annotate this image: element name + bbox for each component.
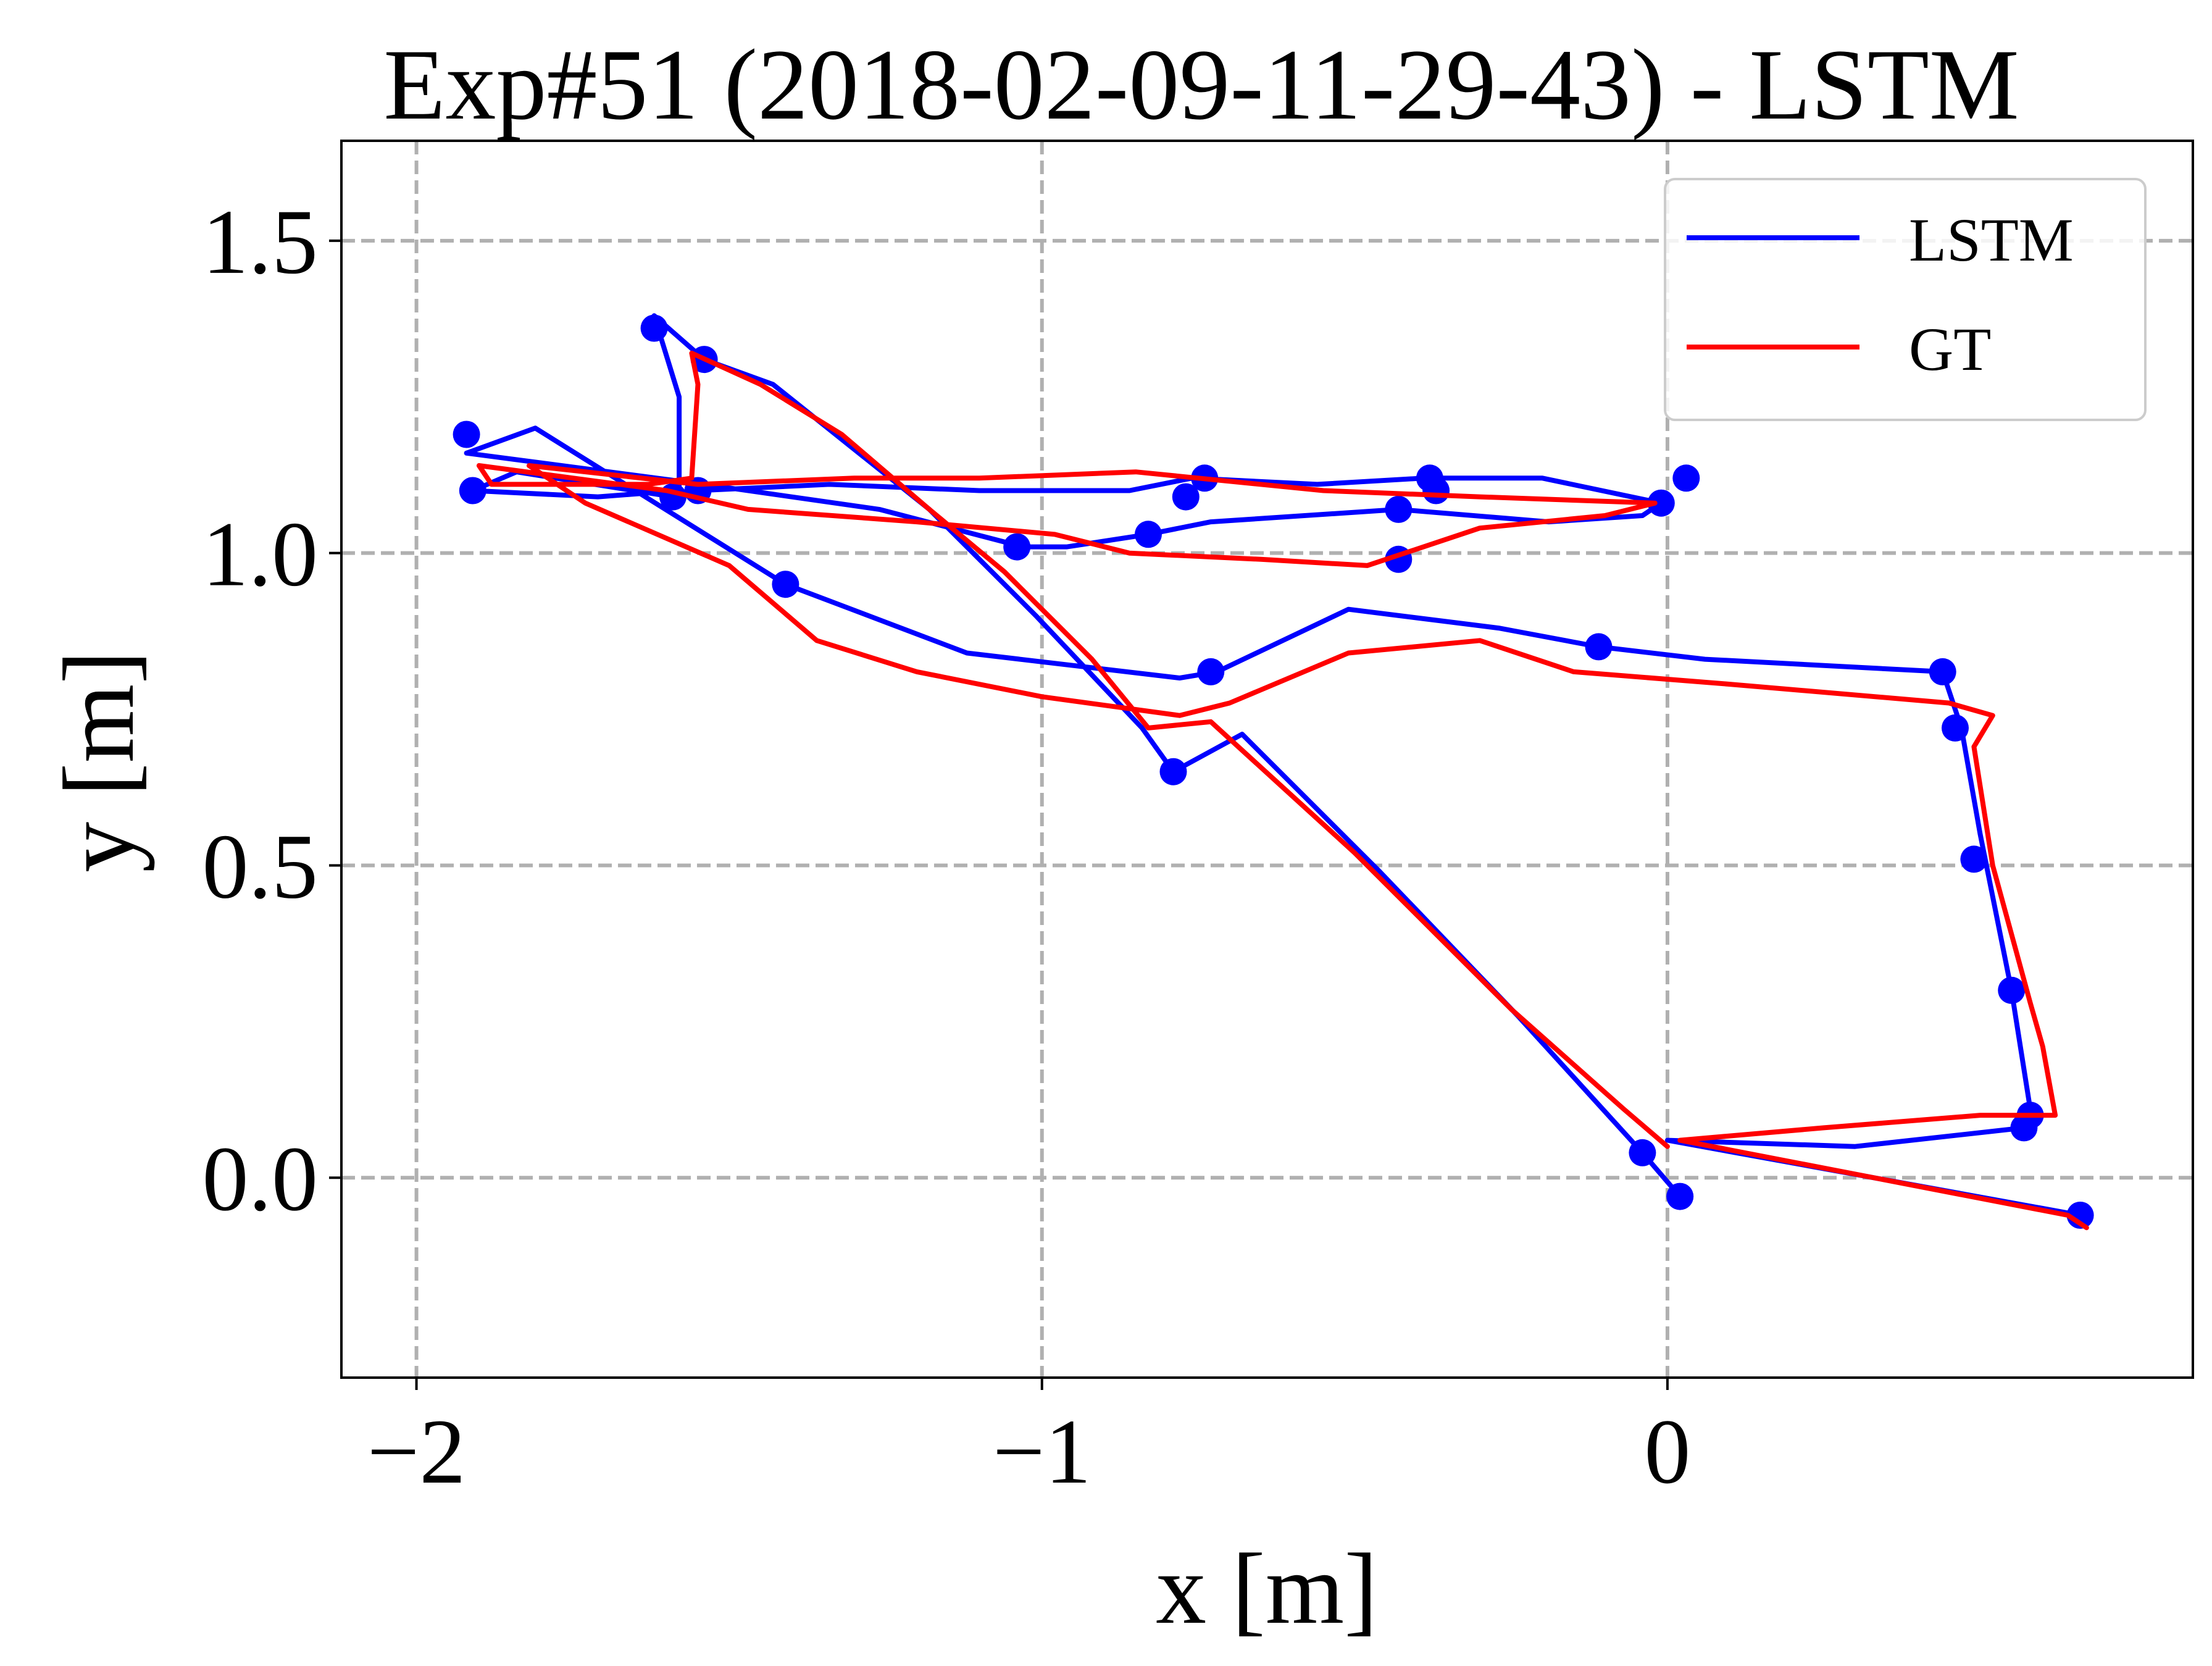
x-tick-label: 0 <box>1644 1400 1690 1503</box>
series-marker-lstm <box>1003 533 1031 561</box>
plot-series <box>453 313 2094 1231</box>
chart-title: Exp#51 (2018-02-09-11-29-43) - LSTM <box>383 29 2019 141</box>
series-marker-lstm <box>659 483 687 511</box>
series-marker-lstm <box>1422 477 1450 504</box>
series-marker-lstm <box>1960 845 1988 873</box>
series-marker-lstm <box>1585 633 1613 661</box>
plot-frame <box>340 140 2194 1379</box>
series-marker-lstm <box>1629 1139 1656 1166</box>
y-tick-label: 0.5 <box>202 815 319 918</box>
series-marker-lstm <box>772 571 799 598</box>
series-marker-lstm <box>453 421 480 448</box>
series-marker-lstm <box>1942 714 1969 742</box>
series-marker-lstm <box>1385 495 1413 523</box>
legend: LSTM GT <box>1664 178 2147 421</box>
x-axis-label: x [m] <box>1156 1533 1378 1645</box>
series-marker-lstm <box>459 477 486 504</box>
series-marker-lstm <box>1998 976 2026 1004</box>
series-marker-lstm <box>1647 489 1675 517</box>
y-axis-label: y [m] <box>43 650 155 873</box>
y-tick-label: 0.0 <box>202 1128 319 1230</box>
series-line-gt <box>476 350 2089 1231</box>
series-marker-lstm <box>1666 1183 1694 1210</box>
series-marker-lstm <box>1172 483 1200 511</box>
series-marker-lstm <box>1929 658 1956 685</box>
series-marker-lstm <box>1135 521 1162 548</box>
series-marker-lstm <box>2010 1114 2038 1142</box>
series-marker-lstm <box>1159 758 1187 785</box>
series-marker-lstm <box>2066 1202 2094 1229</box>
series-marker-lstm <box>640 314 668 342</box>
y-tick-label: 1.0 <box>202 503 319 606</box>
x-tick-label: −1 <box>993 1400 1091 1503</box>
x-tick-labels: −2 −1 0 <box>367 1400 1691 1503</box>
x-tick-label: −2 <box>367 1400 466 1503</box>
legend-label-gt: GT <box>1909 315 1991 383</box>
y-tick-label: 1.5 <box>202 191 319 293</box>
y-tick-labels: 0.0 0.5 1.0 1.5 <box>202 191 319 1230</box>
series-marker-lstm <box>1197 658 1225 685</box>
series-marker-lstm <box>1672 464 1700 492</box>
tick-marks <box>329 239 1669 1390</box>
legend-label-lstm: LSTM <box>1909 206 2074 274</box>
